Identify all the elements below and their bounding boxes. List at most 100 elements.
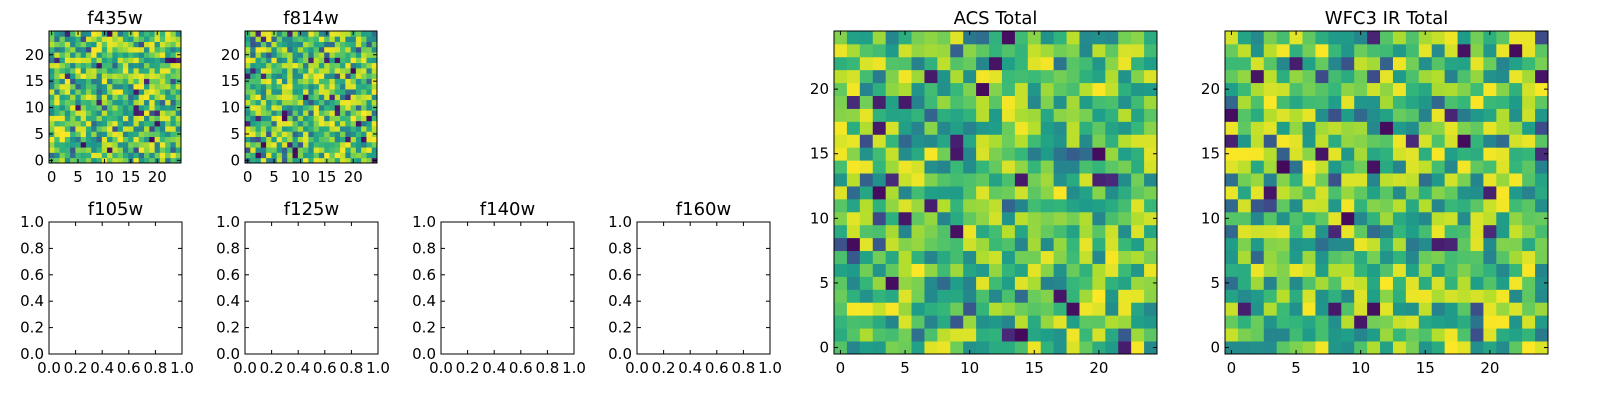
x-tick-label: 0.2 bbox=[456, 359, 480, 377]
heatmap-cell bbox=[1263, 341, 1278, 355]
heatmap-cell bbox=[138, 110, 145, 116]
heatmap-cell bbox=[122, 89, 129, 95]
heatmap-cell bbox=[989, 43, 1003, 58]
heatmap-cell bbox=[859, 186, 874, 200]
heatmap-cell bbox=[366, 89, 373, 95]
heatmap-cell bbox=[128, 126, 134, 132]
heatmap-cell bbox=[1027, 173, 1042, 187]
heatmap-cell bbox=[834, 121, 848, 135]
heatmap-cell bbox=[276, 62, 283, 69]
heatmap-cell bbox=[1250, 250, 1265, 264]
heatmap-cell bbox=[75, 52, 82, 58]
heatmap-cell bbox=[1367, 160, 1381, 174]
heatmap-cell bbox=[1118, 315, 1132, 329]
heatmap-cell bbox=[1040, 186, 1055, 200]
heatmap-cell bbox=[1509, 95, 1523, 109]
heatmap-cell bbox=[950, 121, 964, 135]
heatmap-cell bbox=[1001, 224, 1016, 239]
heatmap-cell bbox=[911, 315, 925, 329]
heatmap-cell bbox=[976, 315, 990, 329]
heatmap-cell bbox=[318, 99, 325, 106]
heatmap-cell bbox=[1431, 56, 1446, 71]
heatmap-cell bbox=[950, 263, 964, 277]
heatmap-cell bbox=[117, 126, 124, 132]
heatmap-cell bbox=[1225, 82, 1239, 96]
heatmap-cell bbox=[144, 67, 150, 74]
heatmap-cell bbox=[1328, 121, 1342, 135]
heatmap-cell bbox=[54, 126, 60, 132]
heatmap-cell bbox=[976, 186, 990, 200]
heatmap-cell bbox=[361, 73, 367, 79]
heatmap-cell bbox=[989, 211, 1003, 226]
heatmap-cell bbox=[1444, 224, 1458, 239]
heatmap-cell bbox=[75, 141, 82, 148]
heatmap-cell bbox=[898, 289, 912, 303]
heatmap-cell bbox=[345, 57, 351, 64]
heatmap-cell bbox=[1237, 121, 1252, 135]
x-tick-label: 0.4 bbox=[482, 359, 506, 377]
heatmap-cell bbox=[1263, 237, 1278, 252]
heatmap-cell bbox=[355, 157, 362, 164]
heatmap-cell bbox=[924, 237, 938, 252]
heatmap-cell bbox=[271, 99, 278, 106]
heatmap-cell bbox=[976, 56, 990, 71]
heatmap-cell bbox=[49, 41, 55, 48]
heatmap-cell bbox=[96, 36, 103, 42]
heatmap-cell bbox=[107, 147, 113, 153]
heatmap-cell bbox=[117, 52, 124, 58]
heatmap-cell bbox=[1315, 224, 1329, 239]
heatmap-cell bbox=[96, 52, 103, 58]
heatmap-cell bbox=[308, 131, 315, 137]
heatmap-cell bbox=[255, 120, 262, 127]
heatmap-cell bbox=[276, 67, 283, 74]
heatmap-cell bbox=[334, 152, 341, 159]
heatmap-cell bbox=[1263, 43, 1278, 58]
heatmap-cell bbox=[85, 52, 92, 58]
heatmap-cell bbox=[271, 136, 278, 143]
heatmap-cell bbox=[170, 147, 177, 153]
heatmap-cell bbox=[1392, 186, 1407, 200]
heatmap-cell bbox=[366, 46, 373, 53]
heatmap-cell bbox=[154, 46, 161, 53]
heatmap-cell bbox=[1535, 211, 1549, 226]
heatmap-cell bbox=[70, 94, 76, 101]
heatmap-cell bbox=[355, 78, 362, 85]
heatmap-cell bbox=[334, 52, 341, 58]
heatmap-cell bbox=[872, 69, 887, 84]
heatmap-cell bbox=[1250, 95, 1265, 109]
heatmap-cell bbox=[1092, 147, 1106, 161]
heatmap-cell bbox=[345, 157, 351, 164]
heatmap-cell bbox=[1131, 95, 1145, 109]
heatmap-cell bbox=[255, 147, 262, 153]
heatmap-cell bbox=[101, 126, 108, 132]
heatmap-cell bbox=[1027, 69, 1042, 84]
axes-background bbox=[244, 221, 379, 355]
heatmap-cell bbox=[149, 31, 155, 37]
heatmap-cell bbox=[276, 141, 283, 148]
heatmap-cell bbox=[318, 147, 325, 153]
heatmap-cell bbox=[122, 94, 129, 101]
heatmap-cell bbox=[170, 99, 177, 106]
heatmap-cell bbox=[1237, 237, 1252, 252]
heatmap-cell bbox=[287, 52, 293, 58]
heatmap-cell bbox=[159, 78, 166, 85]
heatmap-cell bbox=[149, 67, 155, 74]
heatmap-cell bbox=[96, 136, 103, 143]
heatmap-cell bbox=[1522, 160, 1536, 174]
heatmap-cell bbox=[271, 152, 278, 159]
heatmap-cell bbox=[133, 141, 140, 148]
y-tick-label: 0.4 bbox=[412, 292, 436, 310]
heatmap-cell bbox=[1496, 224, 1510, 239]
heatmap-cell bbox=[91, 104, 97, 111]
heatmap-cell bbox=[1354, 56, 1368, 71]
heatmap-cell bbox=[329, 99, 336, 106]
heatmap-cell bbox=[1105, 121, 1119, 135]
heatmap-cell bbox=[911, 43, 925, 58]
heatmap-cell bbox=[49, 62, 55, 69]
heatmap-cell bbox=[334, 131, 341, 137]
heatmap-cell bbox=[1040, 250, 1055, 264]
heatmap-cell bbox=[1250, 173, 1265, 187]
heatmap-cell bbox=[1509, 224, 1523, 239]
heatmap-cell bbox=[101, 115, 108, 122]
heatmap-cell bbox=[1522, 173, 1536, 187]
